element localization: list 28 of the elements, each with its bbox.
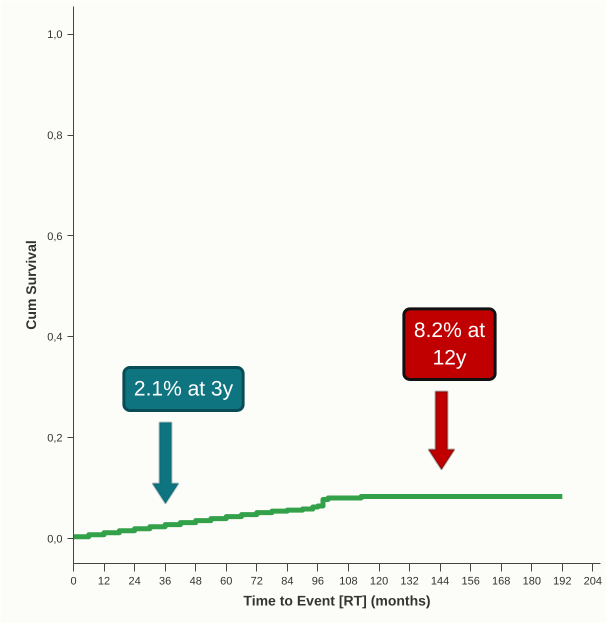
y-tick-label: 0,6 bbox=[47, 230, 63, 243]
x-tick-label: 192 bbox=[553, 576, 572, 588]
x-tick-label: 108 bbox=[339, 576, 358, 588]
x-tick-label: 96 bbox=[312, 576, 324, 588]
y-tick-label: 1,0 bbox=[47, 29, 63, 42]
y-tick-label: 0,2 bbox=[47, 432, 63, 444]
x-tick-label: 12 bbox=[98, 576, 110, 588]
x-tick-label: 132 bbox=[400, 576, 419, 588]
y-tick-label: 0,4 bbox=[47, 332, 63, 344]
x-tick-label: 60 bbox=[220, 576, 232, 588]
x-tick-label: 84 bbox=[281, 576, 294, 588]
x-tick-label: 156 bbox=[461, 576, 480, 588]
x-tick-label: 36 bbox=[159, 576, 172, 588]
x-tick-label: 120 bbox=[370, 576, 388, 588]
x-tick-label: 72 bbox=[250, 576, 263, 588]
x-tick-label: 204 bbox=[584, 576, 602, 588]
x-tick-label: 24 bbox=[128, 576, 141, 588]
annotation: 2.1% at 3y bbox=[134, 378, 234, 400]
x-tick-label: 180 bbox=[522, 576, 541, 588]
x-tick-label: 168 bbox=[492, 576, 510, 588]
x-axis-title: Time to Event [RT] (months) bbox=[243, 592, 431, 608]
x-tick-label: 0 bbox=[70, 576, 77, 588]
y-axis-title: Cum Survival bbox=[23, 240, 40, 330]
x-tick-label: 144 bbox=[430, 576, 450, 588]
y-tick-label: 0,8 bbox=[47, 130, 63, 142]
x-tick-label: 48 bbox=[190, 576, 202, 588]
y-tick-label: 0,0 bbox=[47, 533, 63, 546]
annotation: 8.2% at 12y bbox=[414, 318, 486, 370]
